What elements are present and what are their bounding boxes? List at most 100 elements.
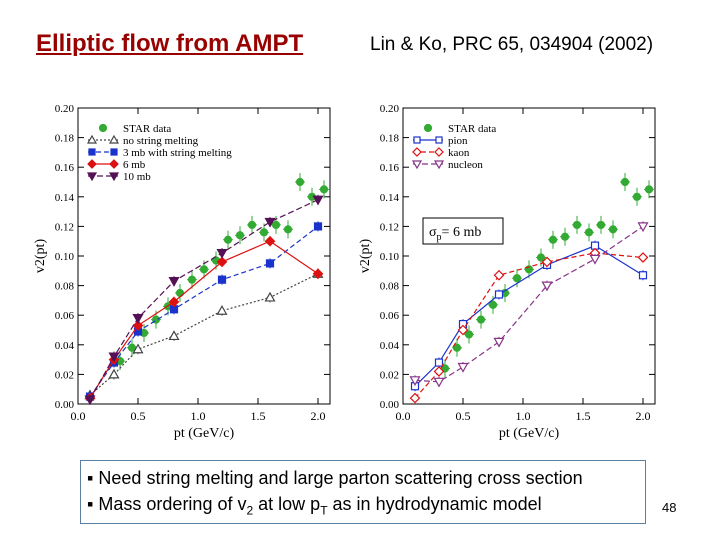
data-point	[132, 343, 144, 354]
legend-label: nucleon	[448, 159, 483, 171]
annotation-box	[422, 217, 504, 245]
y-tick-label: 0.00	[55, 399, 75, 411]
legend-label: STAR data	[123, 123, 171, 135]
data-point	[620, 177, 630, 187]
data-point	[409, 392, 421, 404]
y-tick-label: 0.10	[55, 251, 75, 263]
y-tick-label: 0.00	[380, 399, 400, 411]
data-point	[295, 177, 305, 187]
bullet-string-melting: ▪ Need string melting and large parton s…	[87, 465, 639, 491]
y-tick-label: 0.18	[55, 133, 75, 145]
data-point	[541, 281, 553, 292]
data-point	[632, 192, 642, 201]
data-point	[223, 235, 233, 244]
y-tick-label: 0.12	[380, 221, 399, 233]
data-point	[187, 275, 197, 284]
data-point	[434, 358, 444, 367]
data-point	[217, 275, 227, 284]
y-tick-label: 0.02	[55, 369, 74, 381]
data-point	[608, 225, 618, 234]
y-tick-label: 0.20	[55, 103, 75, 115]
legend-label: no string melting	[123, 135, 199, 147]
series-line	[414, 225, 644, 383]
data-point	[264, 291, 276, 302]
data-point	[536, 253, 546, 262]
data-point	[108, 352, 120, 363]
data-point	[452, 343, 462, 352]
data-point	[644, 185, 654, 194]
legend-marker	[87, 159, 97, 169]
x-axis-label: pt (GeV/c)	[499, 426, 560, 441]
series-nucleon	[409, 221, 649, 388]
y-tick-label: 0.20	[380, 103, 400, 115]
legend-label: kaon	[448, 147, 470, 159]
y-tick-label: 0.18	[380, 133, 400, 145]
legend-marker	[86, 134, 98, 144]
legend-marker	[109, 159, 119, 169]
legend-marker	[413, 136, 421, 144]
chart-particle-species: 0.00 0.02 0.04 0.06 0.08 0.10 0.12 0.14 0.16 0.18…	[358, 103, 656, 441]
bullet-subscript: T	[320, 503, 328, 518]
data-point	[493, 337, 505, 348]
legend-marker	[98, 123, 108, 133]
legend-marker	[88, 148, 96, 156]
bullet-marker: ▪	[87, 494, 94, 514]
legend-marker	[423, 123, 433, 133]
data-point	[433, 377, 445, 388]
legend-label: pion	[448, 135, 468, 147]
y-tick-label: 0.04	[380, 340, 400, 352]
data-point	[168, 277, 180, 287]
reference-citation: Lin & Ko, PRC 65, 034904 (2002)	[370, 34, 654, 55]
data-point	[265, 259, 275, 268]
legend-label: 3 mb with string melting	[123, 147, 232, 159]
y-tick-label: 0.06	[380, 310, 400, 322]
y-tick-label: 0.08	[55, 281, 75, 293]
bullet-text: Need string melting and large parton sca…	[98, 468, 583, 488]
data-point	[409, 376, 421, 387]
annotation-label: σp= 6 mb	[429, 225, 481, 243]
y-tick-label: 0.06	[55, 310, 75, 322]
data-point	[199, 265, 209, 274]
y-tick-label: 0.14	[55, 192, 75, 204]
legend-marker	[412, 147, 422, 157]
legend-label: STAR data	[448, 123, 496, 135]
data-point	[312, 195, 324, 206]
slide-title: Elliptic flow from AMPT	[36, 30, 304, 57]
bullet-marker: ▪	[87, 468, 94, 488]
data-point	[572, 220, 582, 230]
series-6-mb	[84, 235, 324, 404]
data-point	[494, 290, 504, 299]
y-tick-label: 0.14	[380, 192, 400, 204]
y-axis-label: v2(pt)	[358, 239, 373, 274]
data-point	[313, 222, 323, 231]
data-point	[216, 305, 228, 315]
x-tick-label: 0.5	[456, 409, 471, 423]
y-tick-label: 0.16	[380, 162, 400, 174]
data-point	[216, 248, 228, 259]
bullet-mass-ordering: ▪ Mass ordering of v2 at low pT as in hy…	[87, 491, 639, 524]
data-point	[457, 324, 469, 336]
data-point	[637, 252, 649, 263]
series-line	[89, 225, 319, 397]
series-line	[89, 273, 319, 396]
bullet-text-part: Mass ordering of v	[98, 494, 247, 514]
x-axis-label: pt (GeV/c)	[174, 426, 235, 441]
x-tick-label: 1.5	[576, 409, 591, 423]
data-point	[264, 235, 276, 247]
data-point	[168, 330, 180, 341]
y-tick-label: 0.12	[55, 221, 74, 233]
data-point	[560, 232, 570, 241]
series-kaon	[409, 247, 649, 404]
data-point	[637, 222, 649, 233]
data-point	[638, 271, 648, 280]
legend-marker	[108, 134, 120, 144]
data-point	[493, 269, 505, 281]
y-axis-label: v2(pt)	[33, 239, 48, 274]
series-10-mb	[84, 194, 324, 406]
bullet-subscript: 2	[246, 503, 254, 518]
legend-marker	[434, 147, 444, 157]
data-point	[271, 220, 281, 230]
data-point	[168, 296, 180, 308]
summary-box: ▪ Need string melting and large parton s…	[80, 460, 646, 524]
